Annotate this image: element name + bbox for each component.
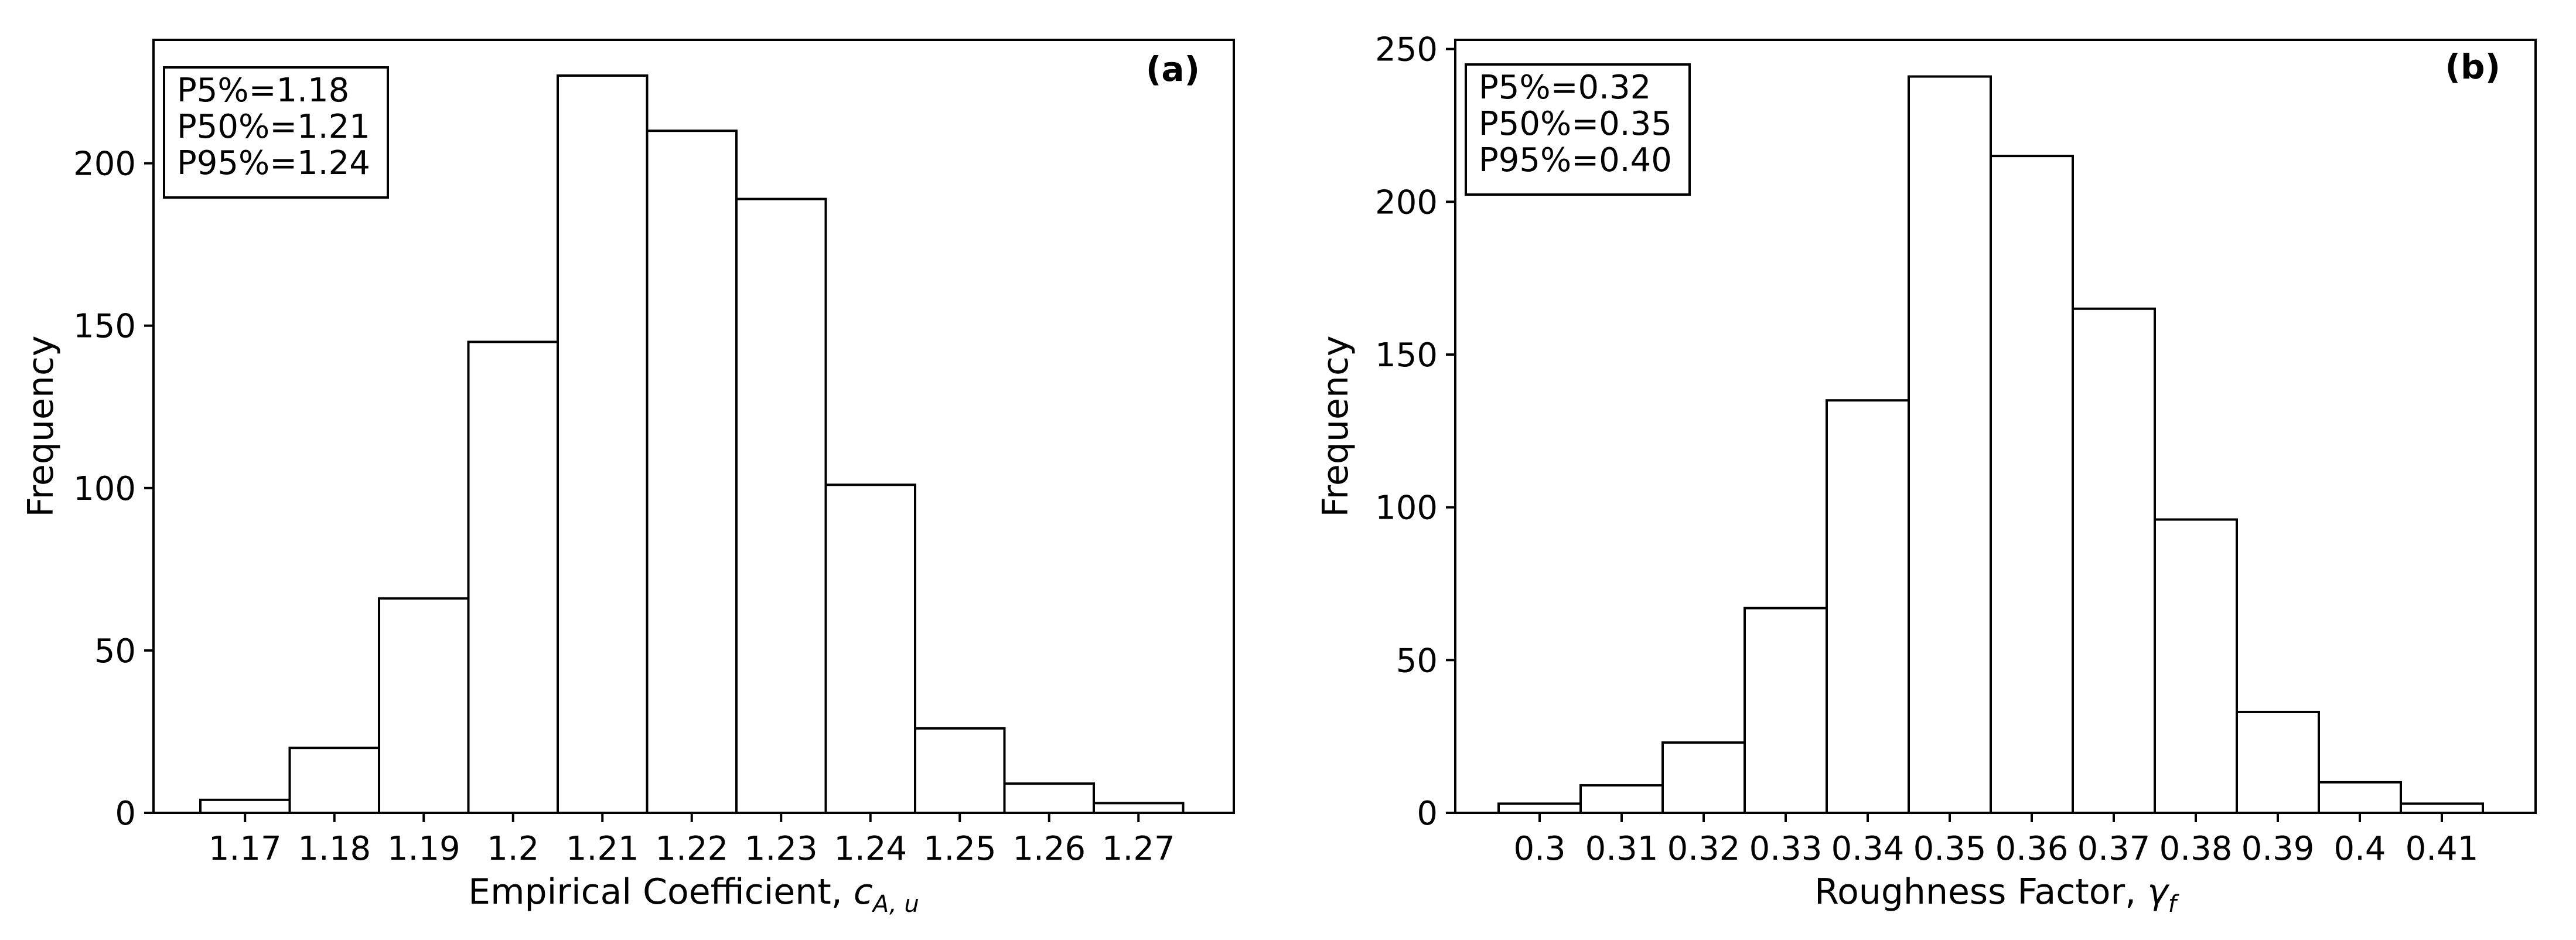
histogram-panel-a: 0 50 100 150 200 1.17 1.18 1.19 1.2 1.21 1.22 1.23 1… xyxy=(21,39,1235,918)
stat-line: P50%=1.21 xyxy=(177,108,370,146)
x-axis-label: Empirical Coefficient, cA, u xyxy=(468,871,919,918)
stats-box xyxy=(1465,63,1691,196)
y-tick-label: 50 xyxy=(1396,642,1438,680)
panel-label: (b) xyxy=(2445,47,2500,87)
y-tick-label: 150 xyxy=(73,308,136,346)
stat-line: P95%=0.40 xyxy=(1479,141,1672,179)
y-tick-label: 100 xyxy=(1375,489,1438,527)
x-tick-label: 1.17 xyxy=(209,830,282,868)
x-tick-label: 0.39 xyxy=(2241,830,2315,868)
x-tick-label: 0.4 xyxy=(2333,830,2386,868)
plot-frame xyxy=(152,39,1235,814)
x-tick-label: 1.21 xyxy=(566,830,639,868)
x-tick-label: 1.18 xyxy=(298,830,371,868)
x-tick-label: 0.33 xyxy=(1749,830,1823,868)
x-tick-label: 0.34 xyxy=(1831,830,1905,868)
y-tick-label: 0 xyxy=(115,795,136,833)
stat-line: P5%=0.32 xyxy=(1479,69,1651,107)
y-tick-label: 0 xyxy=(1417,795,1438,833)
x-tick-label: 0.36 xyxy=(1995,830,2069,868)
bar-0.39 xyxy=(2236,710,2320,815)
bar-1.2 xyxy=(467,340,559,814)
bar-0.32 xyxy=(1661,741,1746,815)
y-tick-label: 250 xyxy=(1375,31,1438,69)
bar-0.31 xyxy=(1579,784,1664,815)
y-axis-label: Frequency xyxy=(21,336,62,517)
x-tick-label: 0.35 xyxy=(1913,830,1987,868)
y-axis-label: Frequency xyxy=(1315,336,1356,517)
bar-1.26 xyxy=(1003,782,1095,814)
x-tick-label: 1.19 xyxy=(387,830,460,868)
stat-line: P5%=1.18 xyxy=(177,71,349,110)
plot-frame xyxy=(1454,39,2537,814)
x-tick-label: 0.37 xyxy=(2077,830,2151,868)
y-tick-label: 200 xyxy=(73,145,136,183)
x-tick-label: 1.2 xyxy=(487,830,539,868)
x-tick-label: 1.25 xyxy=(923,830,997,868)
bar-0.38 xyxy=(2154,518,2238,814)
x-axis-label: Roughness Factor, γf xyxy=(1814,871,2180,918)
y-tick-label: 200 xyxy=(1375,183,1438,222)
bar-0.37 xyxy=(2072,307,2156,814)
bar-0.36 xyxy=(1990,155,2074,814)
bar-0.34 xyxy=(1826,399,1910,814)
x-tick-label: 1.24 xyxy=(834,830,907,868)
bar-1.23 xyxy=(735,197,827,814)
x-tick-label: 1.22 xyxy=(655,830,728,868)
x-tick-label: 0.32 xyxy=(1667,830,1741,868)
x-tick-label: 0.3 xyxy=(1513,830,1565,868)
bar-1.18 xyxy=(288,747,380,815)
bar-1.22 xyxy=(646,130,738,814)
y-tick-label: 150 xyxy=(1375,336,1438,374)
bar-0.35 xyxy=(1908,75,1992,814)
x-tick-label: 0.38 xyxy=(2159,830,2233,868)
bar-1.19 xyxy=(378,597,470,814)
x-tick-label: 1.23 xyxy=(745,830,818,868)
bar-1.21 xyxy=(557,74,649,815)
bar-1.17 xyxy=(199,798,291,814)
bar-0.3 xyxy=(1497,802,1582,815)
x-tick-label: 1.26 xyxy=(1012,830,1086,868)
stat-line: P50%=0.35 xyxy=(1479,105,1672,143)
x-tick-label: 0.31 xyxy=(1585,830,1659,868)
bar-1.24 xyxy=(824,483,916,814)
bar-0.4 xyxy=(2318,781,2402,814)
bar-0.33 xyxy=(1744,607,1828,814)
bar-0.41 xyxy=(2400,802,2484,815)
stats-box xyxy=(163,66,389,199)
x-tick-label: 0.41 xyxy=(2406,830,2479,868)
y-tick-label: 100 xyxy=(73,470,136,508)
y-tick-label: 50 xyxy=(94,632,136,670)
x-tick-label: 1.27 xyxy=(1102,830,1175,868)
panel-label: (a) xyxy=(1146,49,1200,89)
stat-line: P95%=1.24 xyxy=(177,144,370,182)
bar-1.27 xyxy=(1093,802,1185,814)
bar-1.25 xyxy=(914,727,1006,815)
